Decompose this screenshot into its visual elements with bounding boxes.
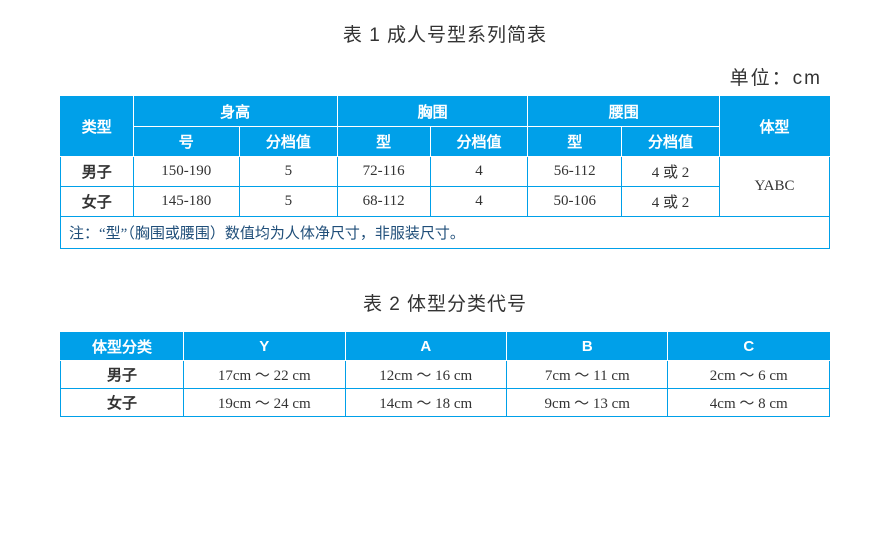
table2-title: 表 2 体型分类代号 [60,289,830,316]
t1-hdr-type: 类型 [61,97,134,157]
t1-r0-height-hao: 150-190 [133,157,239,187]
t2-hdr-A: A [345,333,506,361]
t1-hdr-waist-xing: 型 [528,127,622,157]
t2-r0-Y: 17cm ～ 22 cm [184,361,345,389]
t1-bodytype-value: YABC [720,157,830,217]
t2-r0-A: 12cm ～ 16 cm [345,361,506,389]
t2-r1-Y: 19cm ～ 24 cm [184,389,345,417]
t2-r0-C: 2cm ～ 6 cm [668,361,830,389]
table1: 类型 身高 胸围 腰围 体型 号 分档值 型 分档值 型 分档值 男子 150-… [60,96,830,249]
t1-r0-label: 男子 [61,157,134,187]
t1-hdr-chest: 胸围 [337,97,528,127]
t2-hdr-category: 体型分类 [61,333,184,361]
table-row: 男子 17cm ～ 22 cm 12cm ～ 16 cm 7cm ～ 11 cm… [61,361,830,389]
t2-r1-B: 9cm ～ 13 cm [507,389,668,417]
t1-r0-chest-xing: 72-116 [337,157,430,187]
t2-r0-B: 7cm ～ 11 cm [507,361,668,389]
t1-r0-chest-step: 4 [430,157,528,187]
t1-hdr-bodytype: 体型 [720,97,830,157]
table1-unit: 单位：cm [60,63,830,90]
t2-r1-C: 4cm ～ 8 cm [668,389,830,417]
t2-r1-A: 14cm ～ 18 cm [345,389,506,417]
t2-hdr-Y: Y [184,333,345,361]
t2-r1-label: 女子 [61,389,184,417]
t1-r1-waist-xing: 50-106 [528,187,622,217]
t1-r1-height-hao: 145-180 [133,187,239,217]
table2: 体型分类 Y A B C 男子 17cm ～ 22 cm 12cm ～ 16 c… [60,332,830,417]
table-row: 女子 145-180 5 68-112 4 50-106 4 或 2 [61,187,830,217]
t1-hdr-chest-xing: 型 [337,127,430,157]
t1-r1-chest-xing: 68-112 [337,187,430,217]
t1-hdr-waist-step: 分档值 [622,127,720,157]
t1-hdr-height-hao: 号 [133,127,239,157]
t1-r0-waist-xing: 56-112 [528,157,622,187]
t2-r0-label: 男子 [61,361,184,389]
t1-r1-label: 女子 [61,187,134,217]
table1-title: 表 1 成人号型系列简表 [60,20,830,47]
t1-hdr-height: 身高 [133,97,337,127]
t1-r1-height-step: 5 [239,187,337,217]
t1-hdr-waist: 腰围 [528,97,720,127]
t1-hdr-chest-step: 分档值 [430,127,528,157]
t2-hdr-B: B [507,333,668,361]
t2-hdr-C: C [668,333,830,361]
t1-r1-waist-step: 4 或 2 [622,187,720,217]
t1-hdr-height-step: 分档值 [239,127,337,157]
t1-r0-height-step: 5 [239,157,337,187]
t1-note: 注：“型”（胸围或腰围）数值均为人体净尺寸，非服装尺寸。 [61,217,830,249]
t1-r0-waist-step: 4 或 2 [622,157,720,187]
t1-r1-chest-step: 4 [430,187,528,217]
table-row: 男子 150-190 5 72-116 4 56-112 4 或 2 YABC [61,157,830,187]
table-row: 女子 19cm ～ 24 cm 14cm ～ 18 cm 9cm ～ 13 cm… [61,389,830,417]
